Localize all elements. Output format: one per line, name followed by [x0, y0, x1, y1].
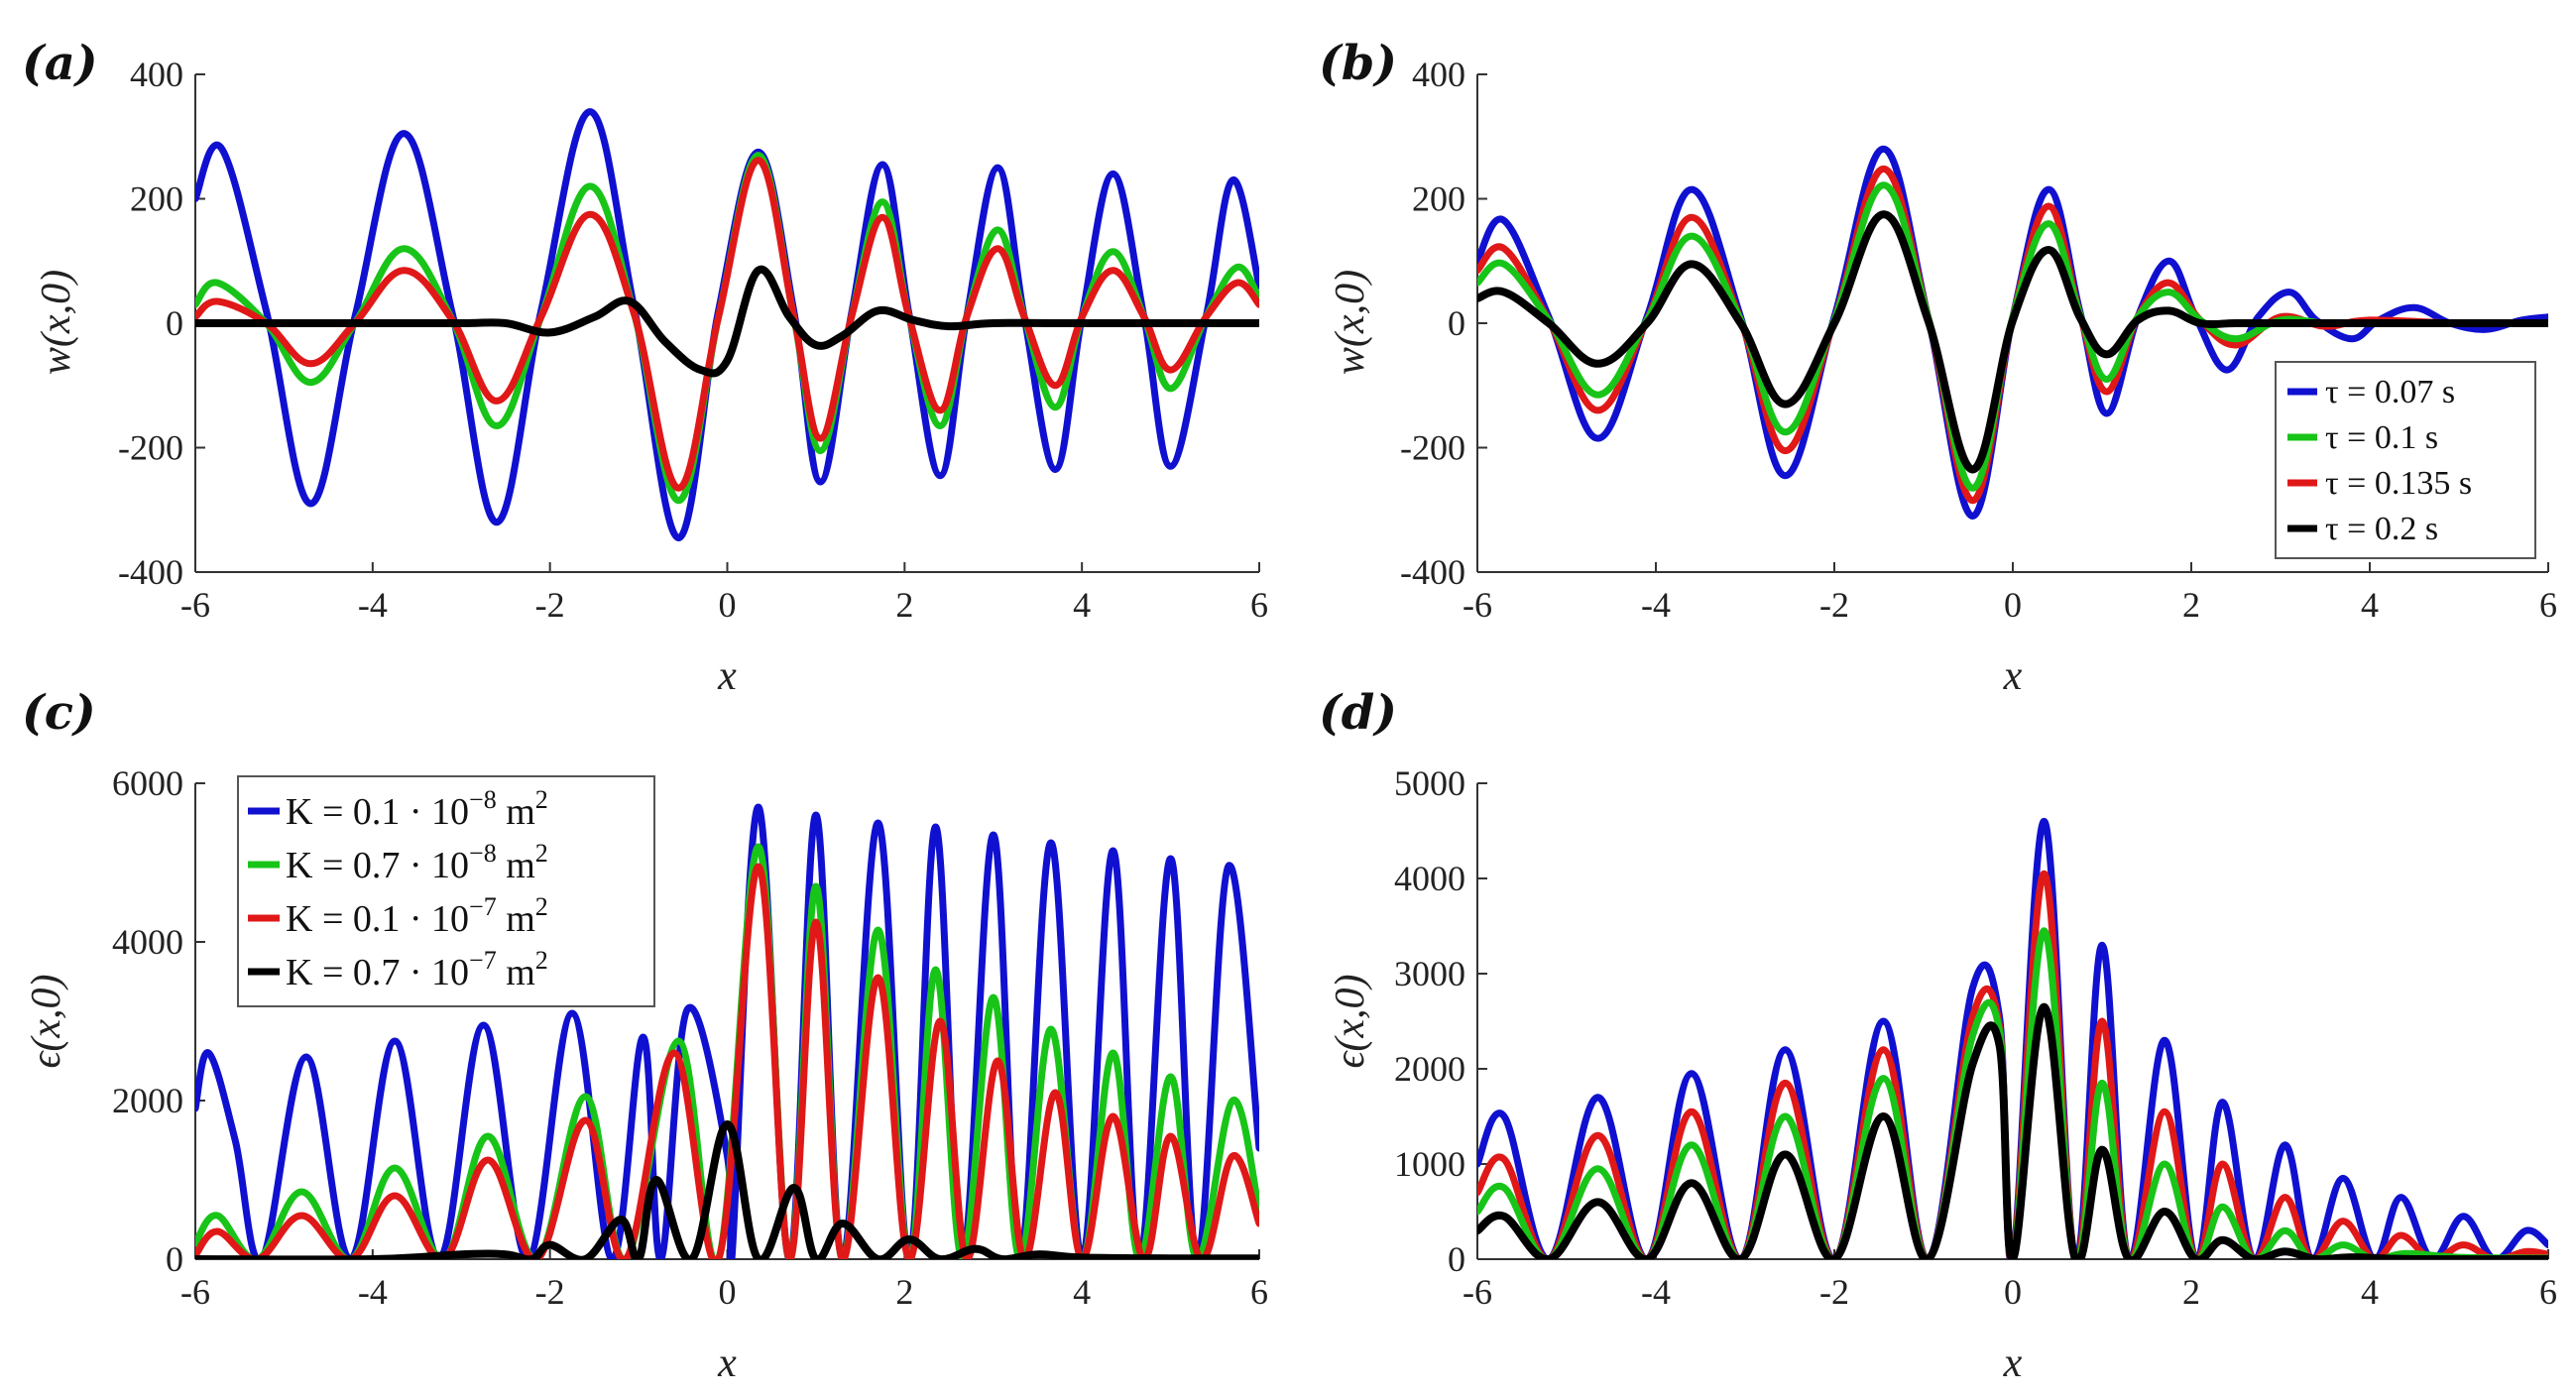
y-axis-label: w(x,0) — [1328, 270, 1373, 375]
panel-d: -6 -4 -2 0 2 4 6 0 1000 2000 3000 4000 5000 (d) x ϵ(x,0… — [1319, 685, 2557, 1386]
x-tick-label: 0 — [2004, 585, 2022, 625]
y-axis-label: ϵ(x,0) — [24, 974, 69, 1068]
series-line — [195, 265, 1259, 378]
x-axis-label: x — [2003, 653, 2023, 699]
legend-label: K = 0.1 · 10−7 m2 — [286, 892, 548, 940]
y-tick-label: -200 — [118, 428, 183, 468]
x-tick-label: 0 — [2004, 1272, 2022, 1312]
y-tick-label: 0 — [1448, 303, 1465, 343]
series-line — [195, 803, 1259, 1259]
legend-label: τ = 0.1 s — [2325, 419, 2438, 456]
panel-a: -6 -4 -2 0 2 4 6 -400 -200 0 200 400 (a) x w(x,0) — [22, 36, 1268, 699]
x-axis-label: x — [2003, 1340, 2023, 1386]
x-tick-label: -6 — [180, 585, 210, 625]
x-tick-label: -4 — [1641, 1272, 1671, 1312]
y-tick-label: 200 — [1412, 179, 1465, 219]
y-axis-label: ϵ(x,0) — [1328, 974, 1373, 1068]
x-tick-label: -6 — [1463, 585, 1492, 625]
y-tick-label: 400 — [1412, 55, 1465, 94]
x-tick-label: 6 — [1250, 1272, 1268, 1312]
x-axis-label: x — [717, 653, 737, 699]
series-line — [195, 1120, 1259, 1259]
series-line — [195, 157, 1259, 492]
x-tick-label: 4 — [1073, 585, 1091, 625]
x-tick-label: 6 — [1250, 585, 1268, 625]
x-tick-label: 6 — [2539, 585, 2557, 625]
x-tick-label: -4 — [358, 585, 388, 625]
legend-label: K = 0.1 · 10−8 m2 — [286, 785, 548, 833]
series-line — [1477, 210, 2548, 474]
series-line — [1477, 927, 2548, 1259]
x-tick-label: 0 — [719, 1272, 737, 1312]
y-tick-label: 2000 — [112, 1081, 183, 1120]
y-tick-label: -200 — [1400, 428, 1465, 468]
y-tick-label: 2000 — [1394, 1049, 1465, 1089]
x-tick-label: -2 — [1819, 1272, 1849, 1312]
panel-label: (a) — [22, 36, 98, 91]
y-axis-label: w(x,0) — [34, 270, 79, 375]
y-tick-label: 3000 — [1394, 954, 1465, 993]
x-tick-label: -2 — [1819, 585, 1849, 625]
series-line — [195, 863, 1259, 1259]
panel-b: -6 -4 -2 0 2 4 6 -400 -200 0 200 400 (b) x w(x,0) τ = 0… — [1319, 36, 2557, 699]
x-tick-label: -4 — [358, 1272, 388, 1312]
panel-label: (b) — [1319, 36, 1397, 91]
x-tick-label: 2 — [2182, 585, 2200, 625]
panel-label: (c) — [22, 685, 96, 741]
legend-label: τ = 0.135 s — [2325, 465, 2472, 502]
x-tick-label: -4 — [1641, 585, 1671, 625]
x-tick-label: 2 — [895, 1272, 913, 1312]
y-tick-label: 4000 — [1394, 859, 1465, 898]
x-tick-label: 4 — [2361, 585, 2379, 625]
x-tick-label: -2 — [535, 1272, 565, 1312]
x-tick-label: 2 — [2182, 1272, 2200, 1312]
legend-label: τ = 0.2 s — [2325, 511, 2438, 547]
x-axis-label: x — [717, 1340, 737, 1386]
y-tick-label: 1000 — [1394, 1144, 1465, 1184]
x-tick-label: 6 — [2539, 1272, 2557, 1312]
y-tick-label: 6000 — [112, 763, 183, 803]
x-tick-label: -2 — [535, 585, 565, 625]
y-tick-label: 0 — [166, 1239, 183, 1279]
y-tick-label: -400 — [1400, 552, 1465, 592]
legend-label: K = 0.7 · 10−8 m2 — [286, 839, 548, 886]
panel-label: (d) — [1319, 685, 1397, 741]
legend-label: K = 0.7 · 10−7 m2 — [286, 946, 548, 993]
y-tick-label: 400 — [130, 55, 183, 94]
y-tick-label: 0 — [166, 303, 183, 343]
panel-c: -6 -4 -2 0 2 4 6 0 2000 4000 6000 (c) x ϵ(x,0) K = 0.1… — [22, 685, 1268, 1386]
y-tick-label: 200 — [130, 179, 183, 219]
legend-box — [2275, 361, 2536, 559]
x-tick-label: -6 — [1463, 1272, 1492, 1312]
x-tick-label: 4 — [1073, 1272, 1091, 1312]
x-tick-label: 0 — [719, 585, 737, 625]
x-tick-label: 4 — [2361, 1272, 2379, 1312]
series-line — [1477, 817, 2548, 1259]
y-tick-label: -400 — [118, 552, 183, 592]
legend-label: τ = 0.07 s — [2325, 374, 2455, 410]
series-line — [1477, 1002, 2548, 1259]
series-line — [1477, 870, 2548, 1259]
y-tick-label: 5000 — [1394, 763, 1465, 803]
y-tick-label: 4000 — [112, 922, 183, 962]
y-tick-label: 0 — [1448, 1239, 1465, 1279]
x-tick-label: -6 — [180, 1272, 210, 1312]
legend-box — [237, 775, 655, 1007]
x-tick-label: 2 — [895, 585, 913, 625]
